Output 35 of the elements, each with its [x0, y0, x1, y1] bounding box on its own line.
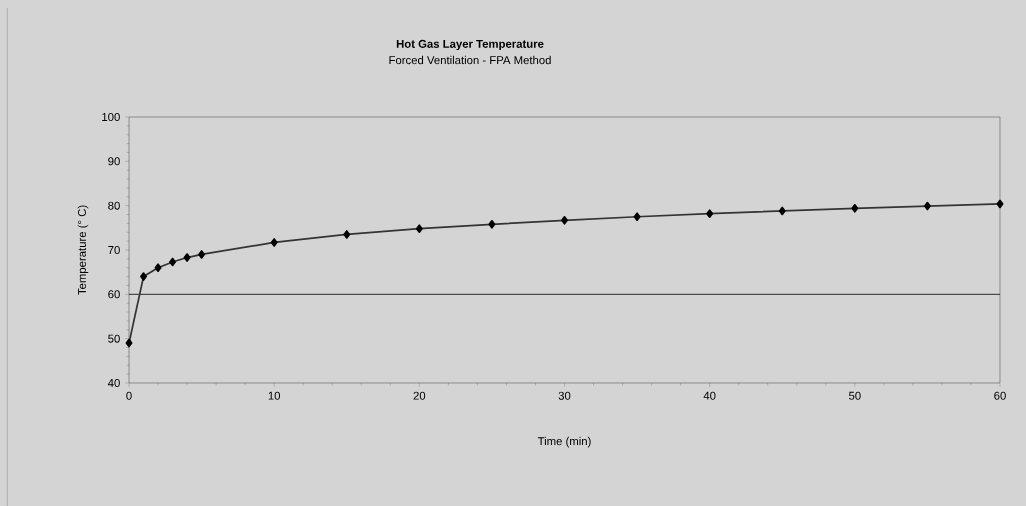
point: [633, 212, 641, 221]
x-tick-label: 60: [994, 391, 1006, 400]
point: [183, 253, 191, 262]
y-tick-label: 70: [108, 245, 120, 254]
x-tick-label: 30: [558, 391, 571, 400]
x-tick-label: 40: [703, 391, 716, 400]
chart-subtitle: Forced Ventilation - FPA Method: [389, 55, 551, 65]
point: [923, 201, 931, 211]
y-tick-label: 60: [108, 290, 120, 299]
point: [706, 209, 714, 218]
point: [270, 238, 278, 247]
x-tick-label: 20: [413, 391, 426, 400]
x-axis-title: Time (min): [537, 436, 591, 448]
point: [996, 199, 1004, 209]
y-tick-label: 100: [102, 112, 120, 121]
point: [415, 224, 423, 233]
point: [169, 257, 177, 267]
point: [140, 272, 147, 281]
y-tick-label: 40: [107, 378, 120, 387]
point: [125, 338, 133, 348]
y-axis-title: Temperature (° C): [77, 205, 89, 295]
point: [488, 219, 496, 229]
point: [154, 263, 162, 272]
y-tick-label: 80: [108, 201, 120, 210]
y-tick-label: 90: [108, 157, 120, 166]
x-tick-label: 0: [126, 391, 132, 400]
x-tick-label: 50: [848, 391, 861, 400]
point: [198, 249, 206, 259]
y-tick-label: 50: [108, 334, 120, 343]
point: [343, 230, 351, 239]
chart-title: Hot Gas Layer Temperature: [396, 39, 544, 50]
point: [778, 206, 786, 216]
x-tick-label: 10: [268, 391, 281, 400]
point: [851, 203, 859, 213]
point: [561, 215, 568, 225]
